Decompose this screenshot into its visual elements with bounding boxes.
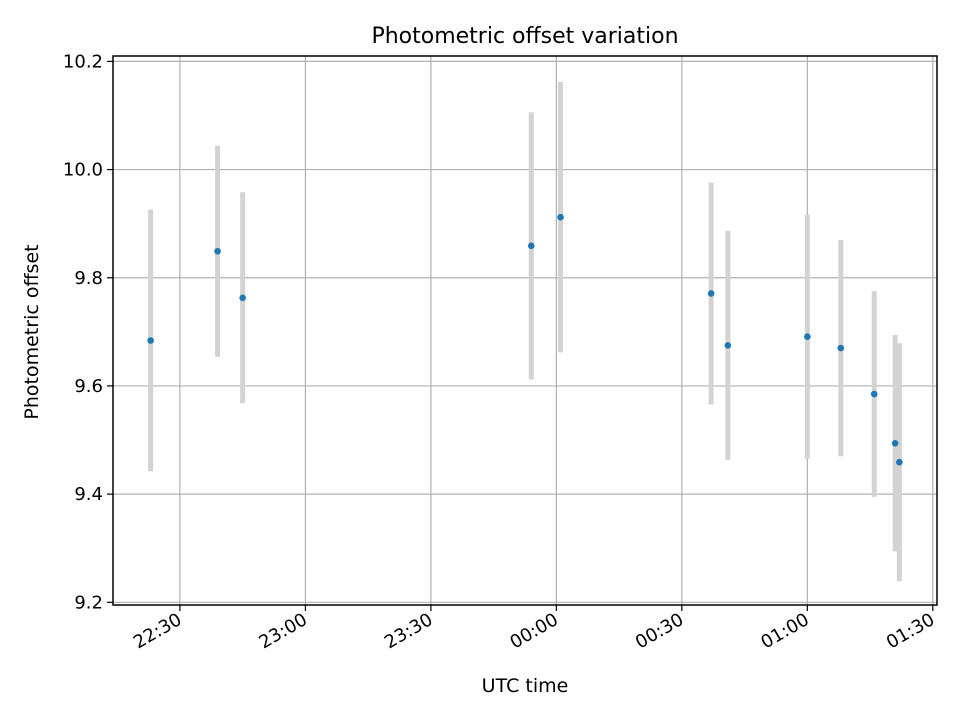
data-point [896, 458, 903, 466]
x-axis-ticks: 22:30 23:00 23:30 00:00 00:30 01:00 01:30 [130, 605, 938, 653]
x-tick-label: 22:30 [130, 609, 185, 653]
x-tick-label: 00:30 [632, 609, 687, 653]
y-tick-label: 9.8 [74, 268, 103, 289]
grid [113, 56, 937, 605]
y-axis-ticks: 9.2 9.4 9.6 9.8 10.0 10.2 [63, 51, 113, 613]
x-tick-label: 01:00 [757, 609, 812, 653]
error-bars [148, 81, 902, 582]
chart-title: Photometric offset variation [371, 24, 678, 49]
data-point [214, 247, 221, 255]
x-tick-label: 01:30 [883, 609, 938, 653]
plot-frame [112, 55, 938, 606]
data-point [527, 242, 535, 250]
data-point [557, 213, 564, 221]
data-point [707, 290, 715, 297]
x-tick-label: 23:00 [255, 609, 310, 653]
data-point [147, 337, 154, 344]
data-point [837, 344, 845, 352]
data-point [804, 333, 811, 341]
y-tick-label: 9.6 [74, 376, 103, 397]
data-point [239, 294, 246, 302]
data-point [891, 439, 899, 447]
data-point [870, 390, 878, 398]
y-tick-label: 9.4 [74, 484, 103, 505]
data-point [724, 342, 732, 349]
x-tick-label: 23:30 [381, 609, 436, 653]
y-tick-label: 10.2 [63, 51, 103, 72]
x-axis-label: UTC time [482, 675, 569, 697]
data-points [147, 213, 903, 466]
y-tick-label: 10.0 [63, 160, 103, 181]
y-tick-label: 9.2 [74, 592, 103, 613]
y-axis-label: Photometric offset [21, 244, 43, 419]
x-tick-label: 00:00 [506, 609, 561, 653]
